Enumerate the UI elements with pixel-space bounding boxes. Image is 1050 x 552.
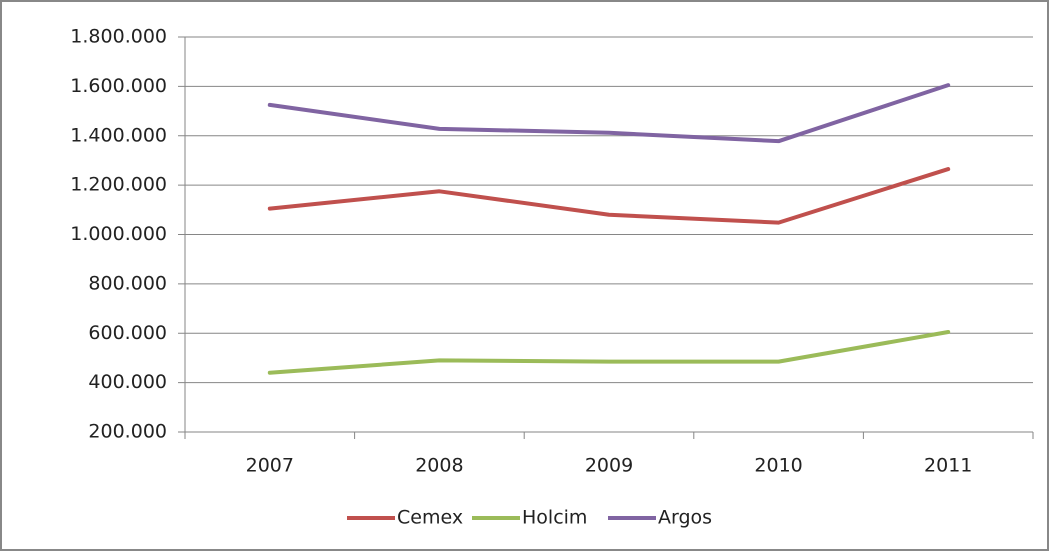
y-tick-label: 1.200.000: [70, 174, 167, 196]
y-tick-label: 600.000: [88, 322, 167, 344]
legend-label: Argos: [658, 507, 712, 529]
y-tick-label: 400.000: [88, 371, 167, 393]
x-tick-label: 2010: [754, 455, 802, 477]
x-tick-label: 2009: [585, 455, 633, 477]
data-line: [267, 330, 951, 375]
y-tick-label: 200.000: [88, 421, 167, 443]
legend-label: Holcim: [522, 507, 587, 529]
y-tick-label: 1.400.000: [70, 124, 167, 146]
data-line: [267, 167, 951, 225]
y-tick-label: 800.000: [88, 272, 167, 294]
y-tick-label: 1.600.000: [70, 75, 167, 97]
x-tick-label: 2008: [415, 455, 463, 477]
x-tick-label: 2011: [924, 455, 972, 477]
y-tick-label: 1.800.000: [70, 26, 167, 48]
x-tick-label: 2007: [246, 455, 294, 477]
y-tick-label: 1.000.000: [70, 223, 167, 245]
data-line: [267, 83, 951, 144]
legend-label: Cemex: [397, 507, 463, 529]
